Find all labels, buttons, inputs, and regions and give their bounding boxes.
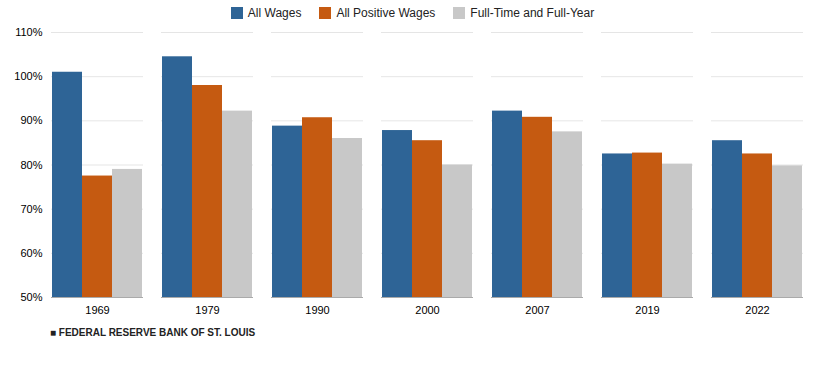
svg-text:70%: 70%: [20, 203, 42, 215]
svg-text:1990: 1990: [305, 304, 329, 316]
html-text:All Positive Wages: All Positive Wages: [336, 6, 436, 20]
html-text:All Wages: All Wages: [247, 6, 302, 20]
svg-text:2007: 2007: [525, 304, 549, 316]
svg-text:100%: 100%: [14, 70, 42, 82]
svg-text:1969: 1969: [85, 304, 109, 316]
svg-text:50%: 50%: [20, 291, 42, 303]
svg-text:80%: 80%: [20, 159, 42, 171]
svg-text:2000: 2000: [415, 304, 439, 316]
html-text:■ FEDERAL RESERVE BANK OF ST.: ■ FEDERAL RESERVE BANK OF ST. LOUIS: [50, 327, 256, 338]
svg-text:2022: 2022: [745, 304, 769, 316]
svg-text:90%: 90%: [20, 114, 42, 126]
svg-text:1979: 1979: [195, 304, 219, 316]
svg-text:110%: 110%: [15, 26, 43, 38]
svg-text:60%: 60%: [20, 247, 42, 259]
svg-text:2019: 2019: [635, 304, 659, 316]
html-text:Full-Time and Full-Year: Full-Time and Full-Year: [470, 6, 595, 20]
